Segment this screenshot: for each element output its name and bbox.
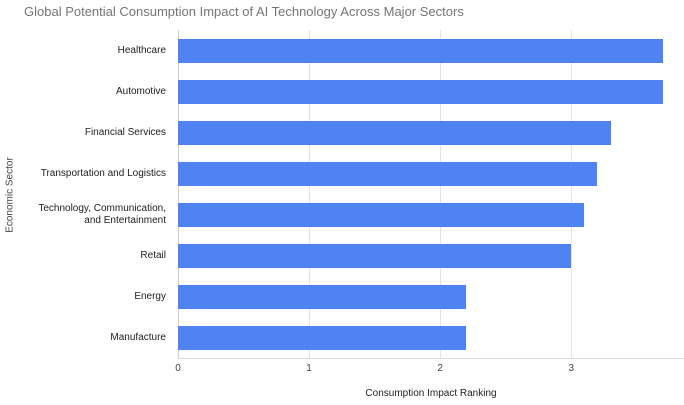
bar [178,120,611,145]
category-label: Retail [140,249,166,261]
gridline [309,30,311,358]
gridline [571,30,573,358]
bar [178,202,585,227]
category-label: Manufacture [110,331,166,343]
x-tick-label: 1 [306,363,312,374]
bar [178,38,664,63]
x-axis-title: Consumption Impact Ranking [365,388,497,399]
x-tick-label: 0 [175,363,181,374]
gridline [440,30,442,358]
category-axis: Healthcare Automotive Financial Services Tr… [0,30,172,358]
category-label: Energy [134,290,166,302]
bar [178,161,598,186]
category-label: Financial Services [84,126,166,138]
bar [178,284,467,309]
category-label: Healthcare [117,44,166,56]
plot-area [178,30,684,359]
axis-baseline [178,30,179,358]
bar [178,79,664,104]
category-label: Automotive [115,85,166,97]
x-axis-ticks: 0 1 2 3 [175,363,684,375]
category-label: Technology, Communication, and Entertain… [38,202,166,226]
chart-title: Global Potential Consumption Impact of A… [24,4,464,19]
x-tick-label: 3 [568,363,575,374]
category-label: Transportation and Logistics [40,167,166,179]
bar [178,325,467,350]
x-tick-label: 2 [437,363,443,374]
bar [178,243,572,268]
